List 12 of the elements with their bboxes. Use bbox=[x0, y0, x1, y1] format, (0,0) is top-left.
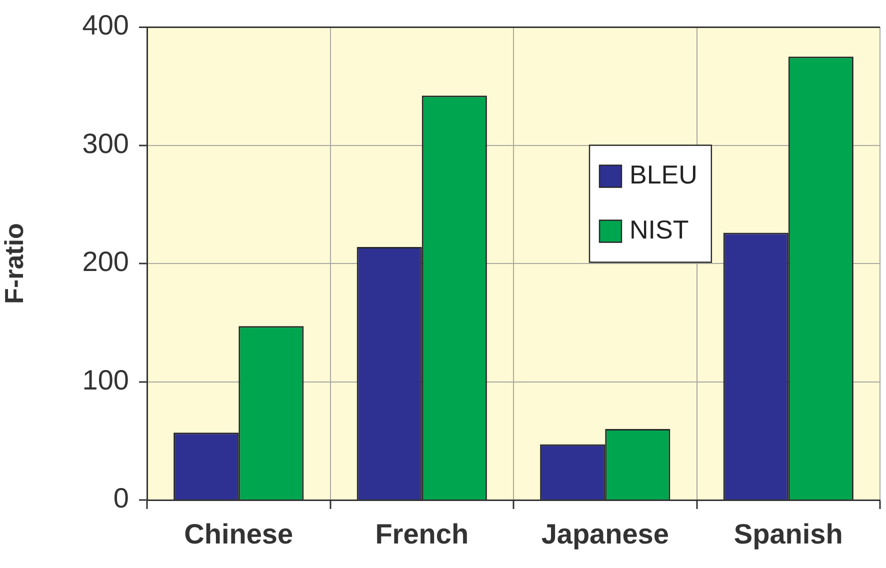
legend-label: BLEU bbox=[629, 159, 698, 190]
x-tick-label: French bbox=[375, 518, 469, 550]
x-tick-label: Japanese bbox=[541, 518, 669, 550]
legend-label: NIST bbox=[629, 214, 689, 244]
x-tick-label: Chinese bbox=[184, 518, 294, 550]
x-tick-label: Spanish bbox=[734, 518, 843, 550]
y-tick-label: 400 bbox=[82, 10, 129, 41]
y-tick-label: 0 bbox=[113, 482, 129, 514]
y-tick-label: 300 bbox=[82, 128, 129, 159]
y-tick-label: 200 bbox=[82, 246, 129, 278]
y-tick-label: 100 bbox=[82, 364, 129, 396]
y-axis-title: F-ratio bbox=[0, 223, 29, 304]
